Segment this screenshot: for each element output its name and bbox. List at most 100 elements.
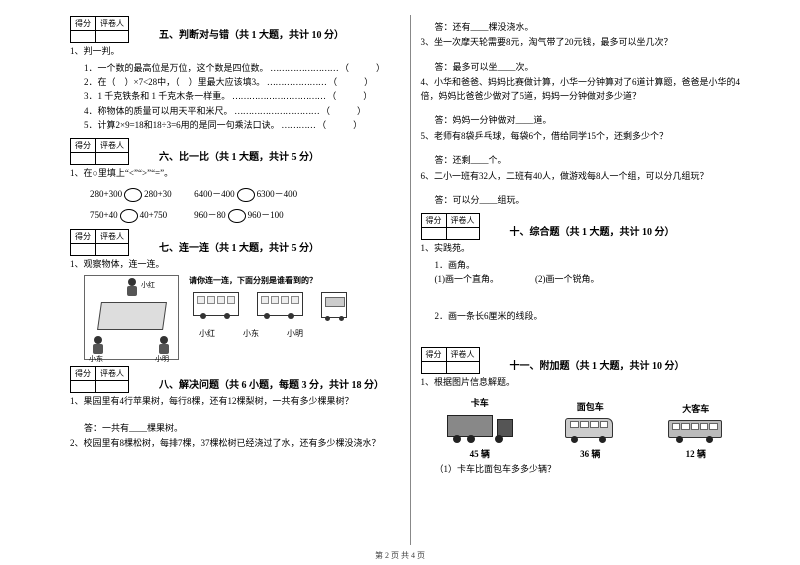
rater-label: 评卷人	[96, 229, 129, 243]
q8-4: 4、小华和爸爸、妈妈比赛做计算，小华一分钟算对了6道计算题，爸爸是小华的4倍，妈…	[421, 76, 751, 103]
score-table: 得分评卷人	[70, 16, 129, 43]
van-icon	[565, 417, 615, 443]
compare-circle[interactable]	[124, 188, 142, 202]
score-cell[interactable]	[421, 362, 446, 374]
q5-3-text: 3．1 千克铁条和 1 千克木条一样重。	[84, 91, 230, 101]
cmp-row-1: 280+300 280+30 6400－400 6300－400	[90, 187, 400, 202]
label-xiaohong: 小红	[199, 328, 215, 339]
dots: …………	[280, 120, 318, 130]
rater-label: 评卷人	[96, 139, 129, 153]
van-label: 面包车	[565, 400, 615, 413]
dots: …………………	[265, 77, 328, 87]
rater-cell[interactable]	[446, 362, 479, 374]
cmp-d: 6300－400	[257, 189, 298, 199]
score-label: 得分	[71, 367, 96, 381]
bus-side-icon	[193, 292, 239, 316]
q8-1: 1、果园里有4行苹果树，每行8棵，还有12棵梨树，一共有多少棵果树？	[70, 395, 400, 409]
rater-cell[interactable]	[96, 153, 129, 165]
view-row	[193, 292, 347, 318]
truck-count: 45 辆	[447, 447, 513, 460]
score-cell[interactable]	[421, 228, 446, 240]
paren[interactable]: （ ）	[328, 77, 373, 87]
q5-2: 2．在（ ）×7<28中，（ ）里最大应该填3。 ………………… （ ）	[84, 75, 400, 89]
dots: ……………………	[269, 63, 341, 73]
score-cell[interactable]	[71, 153, 96, 165]
bus-front-icon	[321, 292, 347, 318]
q11-1: （1）卡车比面包车多多少辆？	[435, 462, 751, 476]
vehicle-coach: 大客车 12 辆	[668, 402, 724, 460]
label-xiaodong: 小东	[243, 328, 259, 339]
q5-3: 3．1 千克铁条和 1 千克木条一样重。 …………………………… （ ）	[84, 89, 400, 103]
dots: …………………………	[233, 106, 322, 116]
cmp-c: 960－80	[194, 210, 226, 220]
q7-lead: 1、观察物体，连一连。	[70, 258, 400, 272]
q10-s1: 1．画角。	[435, 258, 751, 272]
right-column: 答：还有____棵没浇水。 3、坐一次摩天轮需要8元，淘气带了20元钱，最多可以…	[411, 10, 761, 540]
bus-side-icon	[257, 292, 303, 316]
a8-4: 答：妈妈一分钟做对____道。	[435, 113, 751, 127]
rater-label: 评卷人	[96, 17, 129, 31]
score-cell[interactable]	[71, 31, 96, 43]
vehicle-van: 面包车 36 辆	[565, 400, 615, 460]
rater-cell[interactable]	[96, 243, 129, 255]
q6-lead: 1、在○里填上“<”“>”“=”。	[70, 167, 400, 181]
cmp-a: 280+300	[90, 189, 122, 199]
rater-label: 评卷人	[446, 348, 479, 362]
q5-4-text: 4．称物体的质量可以用天平和米尺。	[84, 106, 233, 116]
cmp-b: 40+750	[140, 210, 168, 220]
compare-circle[interactable]	[228, 209, 246, 223]
section-8-title: 八、解决问题（共 6 小题，每题 3 分，共计 18 分）	[159, 376, 384, 393]
a8-5: 答：还剩____个。	[435, 153, 751, 167]
section-7-title: 七、连一连（共 1 大题，共计 5 分）	[159, 239, 319, 256]
kid-left-icon	[91, 336, 105, 354]
a8-6: 答：可以分____组玩。	[435, 193, 751, 207]
views-hint: 请你连一连，下面分别是谁看到的？	[189, 275, 347, 286]
score-label: 得分	[421, 214, 446, 228]
truck-label: 卡车	[447, 396, 513, 409]
cmp-b: 280+30	[144, 189, 172, 199]
coach-count: 12 辆	[668, 447, 724, 460]
score-box-6: 得分评卷人 六、比一比（共 1 大题，共计 5 分）	[70, 138, 400, 165]
compare-circle[interactable]	[120, 209, 138, 223]
left-column: 得分评卷人 五、判断对与错（共 1 大题，共计 10 分） 1、判一判。 1．一…	[60, 10, 410, 540]
q10-s1b: (2)画一个锐角。	[535, 274, 600, 284]
paren[interactable]: （ ）	[317, 120, 362, 130]
q10-s1a: (1)画一个直角。	[435, 274, 500, 284]
score-table: 得分评卷人	[421, 213, 480, 240]
kid-right-icon	[157, 336, 171, 354]
q5-1-text: 1．一个数的最高位是万位，这个数是四位数。	[84, 63, 269, 73]
score-table: 得分评卷人	[421, 347, 480, 374]
q8-3: 3、坐一次摩天轮需要8元，淘气带了20元钱，最多可以坐几次？	[421, 36, 751, 50]
cmp-c: 6400－400	[194, 189, 235, 199]
section-10-title: 十、综合题（共 1 大题，共计 10 分）	[510, 223, 675, 240]
paren[interactable]: （ ）	[321, 106, 366, 116]
a8-3: 答：最多可以坐____次。	[435, 60, 751, 74]
score-cell[interactable]	[71, 381, 96, 393]
kid-top-icon	[125, 278, 139, 296]
score-label: 得分	[421, 348, 446, 362]
vehicle-truck: 卡车 45 辆	[447, 396, 513, 460]
paren[interactable]: （ ）	[327, 91, 372, 101]
rater-cell[interactable]	[96, 381, 129, 393]
score-table: 得分评卷人	[70, 138, 129, 165]
q11-lead: 1、根据图片信息解题。	[421, 376, 751, 390]
label-xiaoming: 小明	[287, 328, 303, 339]
score-table: 得分评卷人	[70, 366, 129, 393]
cmp-row-2: 750+4040+750 960－80960－100	[90, 208, 400, 223]
kid-left-label: 小东	[89, 354, 103, 364]
rater-cell[interactable]	[446, 228, 479, 240]
score-cell[interactable]	[71, 243, 96, 255]
scene-box: 小红 小东 小明	[84, 275, 179, 360]
score-label: 得分	[71, 229, 96, 243]
score-box-10: 得分评卷人 十、综合题（共 1 大题，共计 10 分）	[421, 213, 751, 240]
section-11-title: 十一、附加题（共 1 大题，共计 10 分）	[510, 357, 685, 374]
q5-4: 4．称物体的质量可以用天平和米尺。 ………………………… （ ）	[84, 104, 400, 118]
q8-5: 5、老师有8袋乒乓球，每袋6个，借给同学15个，还剩多少个？	[421, 130, 751, 144]
cmp-a: 750+40	[90, 210, 118, 220]
page-footer: 第 2 页 共 4 页	[0, 550, 800, 561]
compare-circle[interactable]	[237, 188, 255, 202]
q5-5: 5．计算2×9=18和18÷3=6用的是同一句乘法口诀。 ………… （ ）	[84, 118, 400, 132]
paren[interactable]: （ ）	[340, 63, 385, 73]
rater-cell[interactable]	[96, 31, 129, 43]
connect-figure: 小红 小东 小明 请你连一连，下面分别是谁看到的？ 小红 小东 小明	[84, 275, 400, 360]
